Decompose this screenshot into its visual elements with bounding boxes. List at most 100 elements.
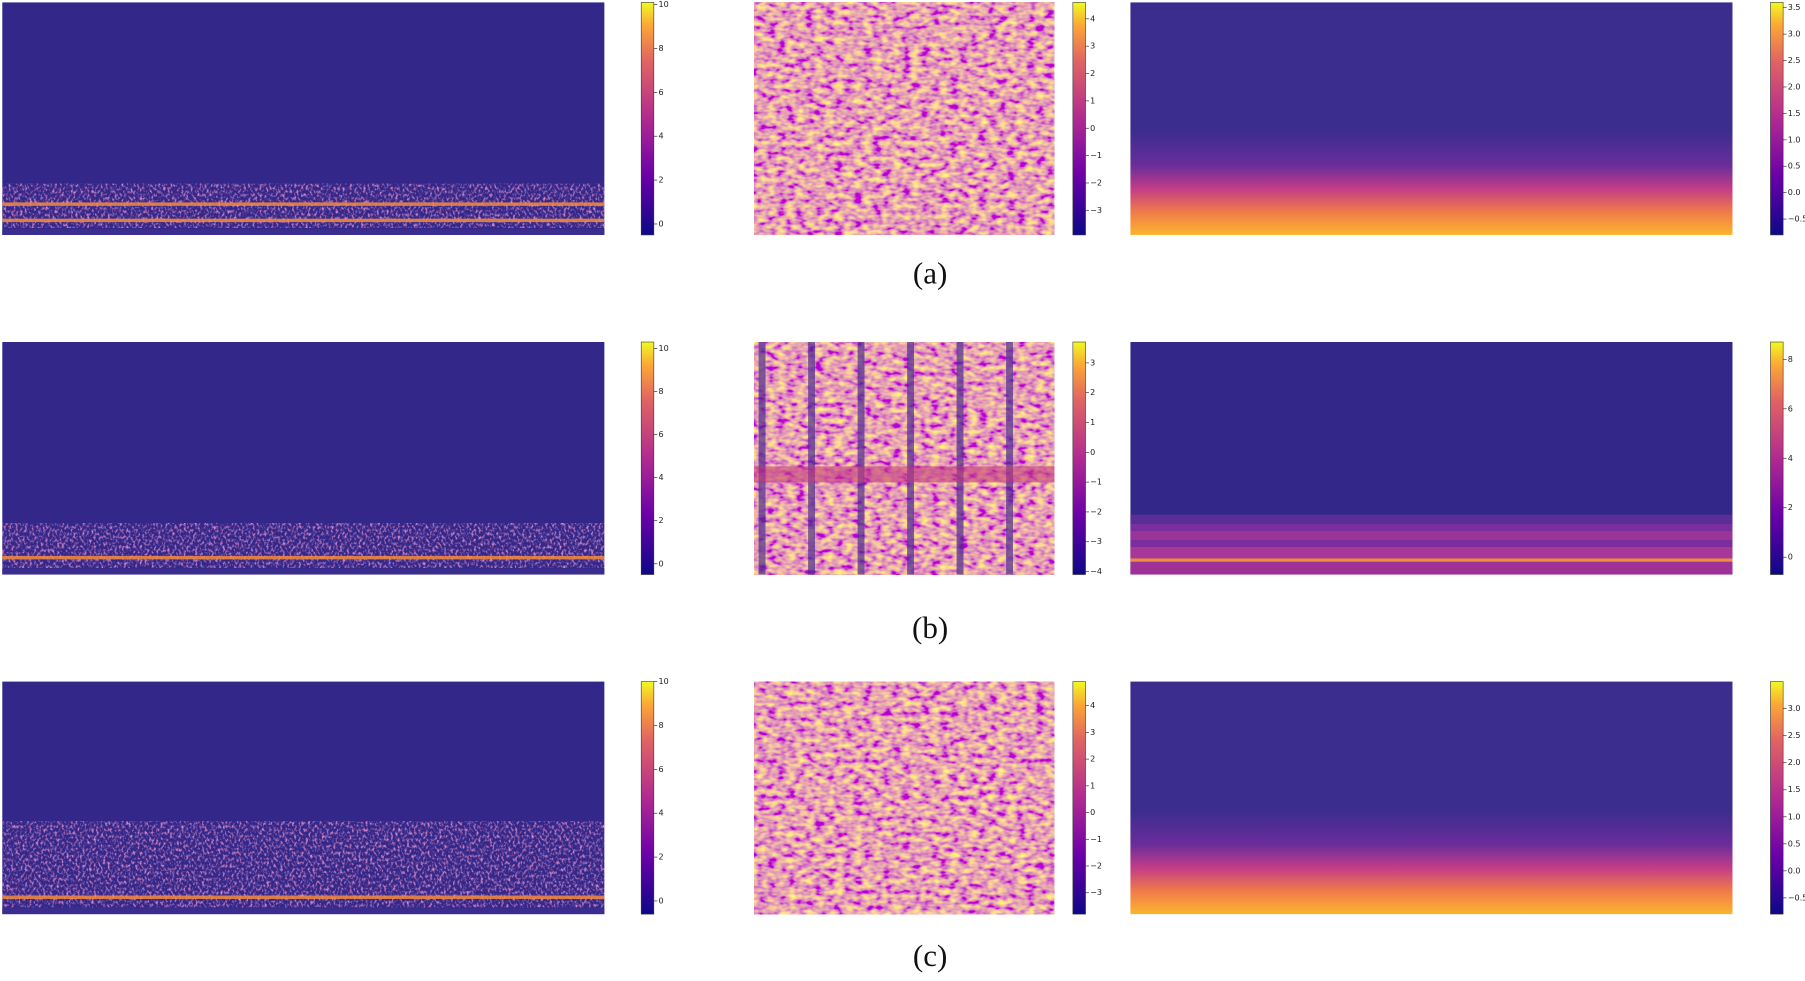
colorbar bbox=[640, 2, 655, 236]
heatmap-band bbox=[2, 821, 605, 908]
heatmap-stripe bbox=[758, 342, 766, 575]
colorbar-tick-label: 8 bbox=[658, 387, 663, 396]
colorbar-tick-label: 4 bbox=[658, 809, 663, 818]
colorbar-tick-label: 1.5 bbox=[1788, 785, 1801, 794]
colorbar bbox=[640, 341, 655, 575]
heatmap-floor bbox=[2, 229, 605, 235]
colorbar-tick-label: 2.5 bbox=[1788, 731, 1801, 740]
colorbar-tick-label: 3.0 bbox=[1788, 30, 1801, 39]
heatmap-stripe bbox=[857, 342, 865, 575]
colorbar-tick-label: 3.0 bbox=[1788, 704, 1801, 713]
heatmap-line bbox=[2, 202, 605, 206]
colorbar-tick-label: 1.0 bbox=[1788, 135, 1801, 144]
colorbar-tick-label: 10 bbox=[658, 677, 668, 686]
heatmap-floor bbox=[2, 908, 605, 915]
heatmap-line bbox=[2, 218, 605, 223]
colorbar-tick-label: 0 bbox=[658, 219, 663, 228]
colorbar-tick-label: −2 bbox=[1090, 178, 1102, 187]
colorbar-tick-label: −1 bbox=[1090, 835, 1102, 844]
colorbar-tick-label: 8 bbox=[658, 44, 663, 53]
colorbar-tick-label: 0 bbox=[1090, 448, 1095, 457]
heatmap-stripe bbox=[907, 342, 915, 575]
colorbar-tick-label: −1 bbox=[1090, 478, 1102, 487]
colorbar-tick-label: −3 bbox=[1090, 537, 1102, 546]
colorbar-tick-label: 1.5 bbox=[1788, 109, 1801, 118]
colorbar-tick-label: 8 bbox=[658, 721, 663, 730]
colorbar-tick-label: 1.0 bbox=[1788, 812, 1801, 821]
colorbar-tick-label: −0.5 bbox=[1788, 215, 1805, 224]
row: 0 2 4 6 8 10 −3 −2 −1 0 1 2 3 4 −0.5 0.0 0.5 1.0 1.5 2.0 2.5… bbox=[2, 0, 1805, 291]
colorbar bbox=[1072, 341, 1086, 575]
colorbar-tick-label: 6 bbox=[658, 765, 663, 774]
colorbar-tick-label: 6 bbox=[658, 88, 663, 97]
heatmap-row bbox=[1130, 539, 1733, 547]
heatmap-gradient bbox=[1130, 681, 1733, 915]
colorbar-tick-label: 4 bbox=[658, 473, 663, 482]
colorbar-tick-label: 0.5 bbox=[1788, 162, 1801, 171]
colorbar-tick-label: 3 bbox=[1090, 358, 1095, 367]
colorbar-tick-label: 8 bbox=[1788, 355, 1793, 364]
colorbar-tick-label: 1 bbox=[1090, 781, 1095, 790]
colorbar-tick-label: 10 bbox=[658, 0, 668, 9]
colorbar-tick-label: 0.5 bbox=[1788, 839, 1801, 848]
heatmap-noise bbox=[754, 342, 1055, 575]
heatmap-gradient bbox=[1130, 2, 1733, 235]
row: 0 2 4 6 8 10 −4 −3 −2 −1 0 1 2 3 0 2 4 6 8 (b) bbox=[2, 341, 1793, 645]
colorbar-tick-label: 0.0 bbox=[1788, 866, 1801, 875]
heatmap-row bbox=[1130, 558, 1733, 562]
heatmap-stripe bbox=[808, 342, 816, 575]
colorbar-tick-label: 2.0 bbox=[1788, 758, 1801, 767]
colorbar-tick-label: 2 bbox=[658, 853, 663, 862]
colorbar-tick-label: 2 bbox=[1090, 755, 1095, 764]
heatmap-row bbox=[1130, 530, 1733, 540]
heatmap-noise bbox=[754, 681, 1055, 915]
colorbar-tick-label: −2 bbox=[1090, 862, 1102, 871]
colorbar-tick-label: −1 bbox=[1090, 151, 1102, 160]
colorbar-tick-label: 0 bbox=[1788, 553, 1793, 562]
colorbar-tick-label: 3 bbox=[1090, 728, 1095, 737]
colorbar-tick-label: −2 bbox=[1090, 507, 1102, 516]
colorbar bbox=[1770, 681, 1784, 915]
colorbar-tick-label: −3 bbox=[1090, 206, 1102, 215]
colorbar-tick-label: −3 bbox=[1090, 888, 1102, 897]
colorbar-tick-label: 2 bbox=[1090, 69, 1095, 78]
heatmap-noise bbox=[754, 2, 1055, 235]
heatmap-floor bbox=[2, 568, 605, 575]
colorbar-tick-label: 4 bbox=[1788, 454, 1793, 463]
colorbar bbox=[1770, 2, 1784, 236]
colorbar-tick-label: 6 bbox=[1788, 404, 1793, 413]
heatmap-strip bbox=[754, 466, 1055, 483]
colorbar bbox=[1072, 2, 1086, 236]
colorbar-tick-label: 1 bbox=[1090, 418, 1095, 427]
heatmap-stripe bbox=[956, 342, 964, 575]
colorbar-tick-label: 0 bbox=[1090, 124, 1095, 133]
colorbar-tick-label: 6 bbox=[658, 430, 663, 439]
colorbar-tick-label: 2.5 bbox=[1788, 56, 1801, 65]
colorbar-tick-label: 4 bbox=[1090, 701, 1095, 710]
colorbar-tick-label: 4 bbox=[658, 132, 663, 141]
colorbar bbox=[1072, 681, 1086, 915]
colorbar-tick-label: 0 bbox=[1090, 808, 1095, 817]
heatmap-row bbox=[1130, 561, 1733, 575]
colorbar-tick-label: 2 bbox=[658, 176, 663, 185]
row: 0 2 4 6 8 10 −3 −2 −1 0 1 2 3 4 −0.5 0.0 0.5 1.0 1.5 2.0 2.5… bbox=[2, 677, 1805, 973]
colorbar-tick-label: 3.5 bbox=[1788, 3, 1801, 12]
colorbar-tick-label: 1 bbox=[1090, 96, 1095, 105]
heatmap-row bbox=[1130, 523, 1733, 531]
caption: (c) bbox=[913, 938, 948, 973]
colorbar-tick-label: 0.0 bbox=[1788, 188, 1801, 197]
colorbar-tick-label: 2 bbox=[1090, 388, 1095, 397]
colorbar bbox=[640, 681, 655, 915]
colorbar-tick-label: 10 bbox=[658, 344, 668, 353]
colorbar-tick-label: 0 bbox=[658, 559, 663, 568]
colorbar-tick-label: −0.5 bbox=[1788, 893, 1805, 902]
colorbar-tick-label: 2 bbox=[658, 516, 663, 525]
colorbar-tick-label: 2.0 bbox=[1788, 82, 1801, 91]
colorbar-tick-label: −4 bbox=[1090, 567, 1102, 576]
caption: (b) bbox=[912, 610, 948, 645]
colorbar-tick-label: 0 bbox=[658, 896, 663, 905]
colorbar-tick-label: 2 bbox=[1788, 503, 1793, 512]
heatmap-row bbox=[1130, 514, 1733, 524]
